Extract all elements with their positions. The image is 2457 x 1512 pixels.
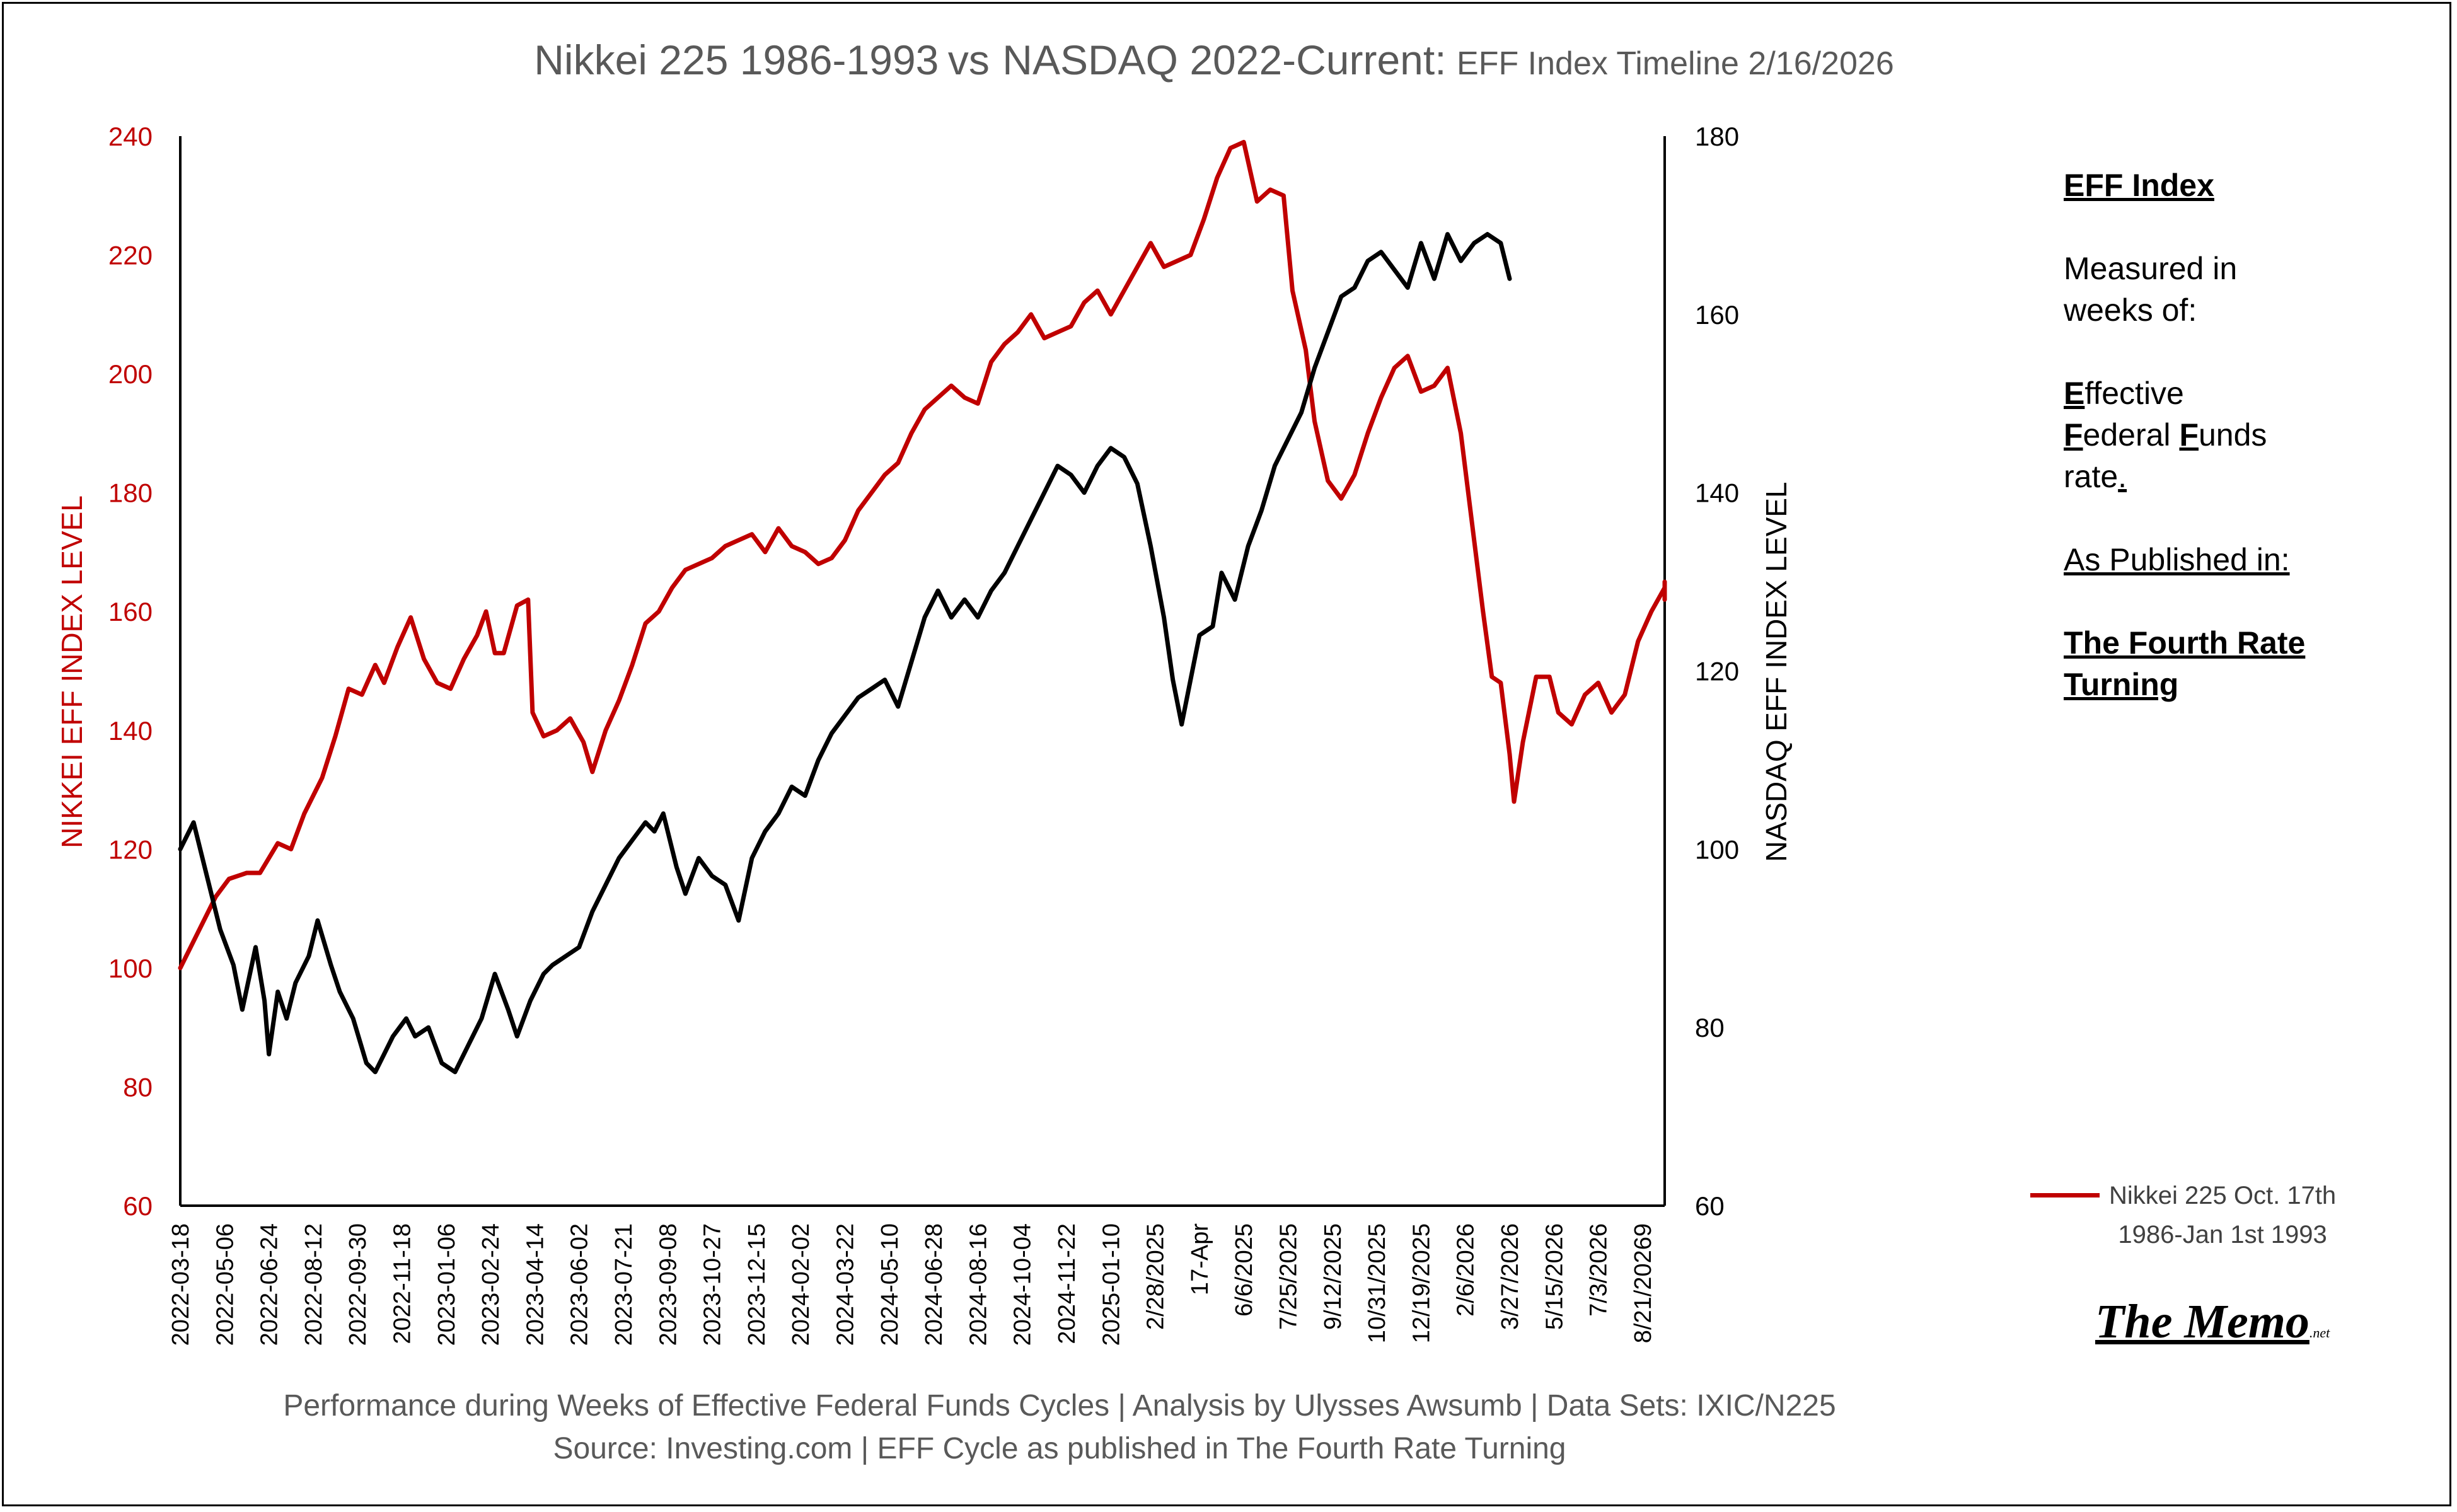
x-tick-label: 2023-04-14 [522, 1223, 548, 1346]
x-tick-label: 2024-10-04 [1010, 1223, 1036, 1346]
series-layer [178, 139, 1667, 1075]
footer-line-2: Source: Investing.com | EFF Cycle as pub… [553, 1432, 1566, 1465]
left-tick-label: 200 [108, 359, 153, 389]
eff-dot: . [2118, 459, 2127, 494]
right-tick-labels: 60 80 100 120 140 160 180 [1695, 122, 1739, 1221]
x-tick-label: 7/3/2026 [1586, 1223, 1612, 1317]
eff-letter-e: E [2064, 376, 2085, 411]
eff-word-rate: rate [2064, 459, 2119, 494]
chart-subtitle: EFF Index Timeline 2/16/2026 [1457, 45, 1894, 82]
right-tick-label: 100 [1695, 834, 1739, 864]
x-tick-label: 2022-03-18 [168, 1223, 194, 1346]
x-tick-label: 2022-11-18 [389, 1223, 415, 1344]
chart-title: Nikkei 225 1986-1993 vs NASDAQ 2022-Curr… [534, 37, 1894, 83]
left-tick-label: 60 [123, 1191, 153, 1221]
x-tick-label: 2/6/2026 [1453, 1223, 1479, 1317]
left-tick-label: 100 [108, 954, 153, 983]
logo-name: The Memo [2095, 1295, 2310, 1348]
right-axis-title: NASDAQ EFF INDEX LEVEL [1760, 482, 1793, 862]
x-tick-label: 2/28/2025 [1143, 1223, 1169, 1330]
title-nasdaq: NASDAQ 2022-Current: [1002, 37, 1446, 83]
left-tick-label: 220 [108, 241, 153, 270]
nasdaq-series-line [178, 232, 1512, 1075]
panel-eff-definition: Effective Federal Funds rate. [2064, 372, 2328, 497]
x-tick-label: 2023-07-21 [611, 1223, 637, 1346]
x-tick-label: 2023-02-24 [478, 1223, 504, 1346]
x-tick-label: 2023-09-08 [655, 1223, 681, 1346]
right-tick-label: 80 [1695, 1013, 1725, 1042]
left-tick-label: 80 [123, 1072, 153, 1102]
eff-word-effective: ffective [2084, 376, 2184, 411]
eff-info-panel: EFF Index Measured in weeks of: Effectiv… [2064, 164, 2328, 747]
legend: Nikkei 225 Oct. 17th 1986-Jan 1st 1993 [2030, 1176, 2336, 1254]
footer-line-1: Performance during Weeks of Effective Fe… [283, 1389, 1836, 1423]
title-nikkei: Nikkei 225 1986-1993 [534, 37, 939, 83]
left-axis-title: NIKKEI EFF INDEX LEVEL [55, 495, 88, 848]
legend-swatch-nikkei [2030, 1193, 2100, 1197]
eff-letter-f1: F [2064, 417, 2083, 453]
x-tick-label: 17-Apr [1187, 1223, 1213, 1295]
nikkei-series-line [178, 139, 1667, 971]
left-tick-label: 140 [108, 716, 153, 746]
x-tick-label: 3/27/2026 [1497, 1223, 1523, 1330]
x-tick-label: 7/25/2025 [1275, 1223, 1302, 1330]
x-tick-label: 2025-01-10 [1098, 1223, 1124, 1346]
panel-heading: EFF Index [2064, 168, 2214, 203]
x-tick-label: 8/21/20269 [1630, 1223, 1656, 1343]
x-tick-label: 2022-06-24 [257, 1223, 283, 1346]
x-tick-label: 5/15/2026 [1541, 1223, 1568, 1330]
right-tick-label: 120 [1695, 657, 1739, 686]
x-tick-label: 2022-08-12 [301, 1223, 327, 1346]
x-tick-label: 2023-10-27 [700, 1223, 726, 1346]
legend-label-line-1: Nikkei 225 Oct. 17th [2109, 1182, 2337, 1209]
x-tick-label: 12/19/2025 [1408, 1223, 1435, 1343]
x-tick-label: 2023-12-15 [744, 1223, 770, 1346]
x-tick-label: 2024-05-10 [877, 1223, 903, 1346]
panel-measured: Measured in weeks of: [2064, 251, 2238, 328]
right-tick-label: 160 [1695, 300, 1739, 330]
x-tick-label: 2024-02-02 [788, 1223, 814, 1346]
x-tick-label: 2024-11-22 [1054, 1223, 1080, 1344]
x-tick-label: 10/31/2025 [1364, 1223, 1390, 1343]
the-memo-logo: The Memo.net [2095, 1295, 2330, 1349]
left-tick-label: 240 [108, 122, 153, 151]
chart-svg: Nikkei 225 1986-1993 vs NASDAQ 2022-Curr… [55, 37, 1894, 1465]
eff-letter-f2: F [2179, 417, 2199, 453]
left-tick-label: 120 [108, 834, 153, 864]
title-vs: vs [948, 37, 990, 83]
panel-book-title: The Fourth Rate Turning [2064, 625, 2306, 702]
right-tick-label: 180 [1695, 122, 1739, 151]
x-tick-labels: 2022-03-18 2022-05-06 2022-06-24 2022-08-12… [168, 1223, 1656, 1346]
plot-area [180, 136, 1665, 1206]
x-tick-label: 2024-08-16 [965, 1223, 991, 1346]
x-tick-label: 2024-03-22 [832, 1223, 859, 1346]
right-tick-label: 140 [1695, 478, 1739, 508]
x-tick-label: 2023-06-02 [567, 1223, 593, 1346]
x-tick-label: 2022-09-30 [345, 1223, 371, 1346]
right-tick-label: 60 [1695, 1191, 1725, 1221]
left-tick-labels: 60 80 100 120 140 160 180 200 220 240 [108, 122, 153, 1221]
x-tick-label: 6/6/2025 [1231, 1223, 1257, 1317]
x-tick-label: 9/12/2025 [1320, 1223, 1346, 1330]
legend-label-line-2: 1986-Jan 1st 1993 [2118, 1221, 2327, 1249]
logo-suffix: .net [2309, 1325, 2330, 1341]
left-tick-label: 180 [108, 478, 153, 508]
panel-published: As Published in: [2064, 542, 2290, 577]
eff-word-funds: unds [2199, 417, 2267, 453]
x-tick-label: 2024-06-28 [921, 1223, 947, 1346]
x-tick-label: 2022-05-06 [212, 1223, 238, 1346]
x-tick-label: 2023-01-06 [434, 1223, 460, 1346]
left-tick-label: 160 [108, 597, 153, 626]
eff-word-federal: ederal [2083, 417, 2171, 453]
